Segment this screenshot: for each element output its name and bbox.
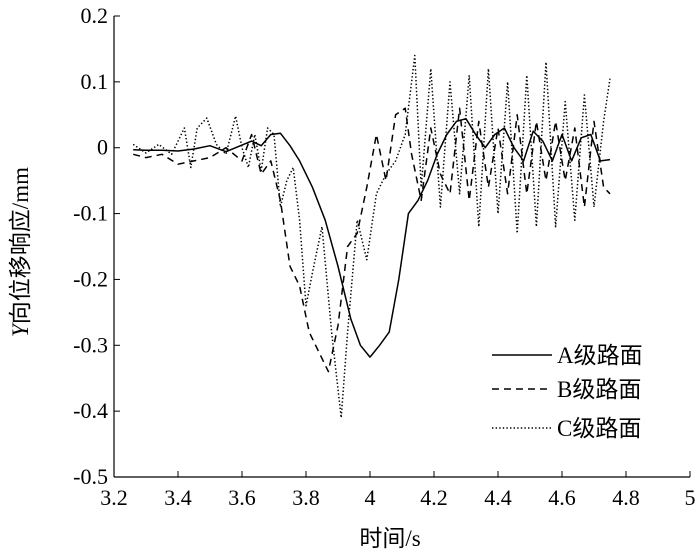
- y-tick-label: -0.4: [73, 398, 108, 423]
- x-tick-label: 4.4: [484, 485, 512, 510]
- x-tick-label: 5: [685, 485, 696, 510]
- y-tick-label: 0: [97, 135, 108, 160]
- series-line-2: [133, 107, 611, 373]
- y-axis-label-italic: Y: [8, 322, 33, 337]
- legend-label-3: C级路面: [557, 416, 641, 441]
- y-tick-label: -0.3: [73, 332, 108, 357]
- plot-frame: [113, 16, 690, 478]
- series-line-3: [132, 54, 611, 419]
- y-tick-label: -0.2: [73, 266, 108, 291]
- x-tick-label: 4.2: [420, 485, 448, 510]
- legend-label-1: A级路面: [557, 343, 643, 368]
- y-axis-ticks: -0.5 -0.4 -0.3 -0.2 -0.1 0 0.1 0.2: [73, 3, 120, 489]
- y-axis-label: Y向位移响应/mm: [8, 167, 33, 337]
- x-tick-label: 4: [365, 485, 376, 510]
- x-tick-label: 4.6: [548, 485, 576, 510]
- y-tick-label: 0.1: [81, 69, 109, 94]
- y-tick-label: -0.1: [73, 201, 108, 226]
- x-tick-label: 3.4: [164, 485, 192, 510]
- x-axis-ticks: 3.2 3.4 3.6 3.8 4 4.2 4.4 4.6 4.8 5: [100, 471, 696, 510]
- x-tick-label: 3.6: [228, 485, 256, 510]
- y-axis-label-text: 向位移响应/mm: [8, 167, 33, 324]
- x-tick-label: 3.2: [100, 485, 128, 510]
- x-axis-label: 时间/s: [359, 526, 420, 551]
- x-tick-label: 3.8: [292, 485, 320, 510]
- y-tick-label: 0.2: [81, 3, 109, 28]
- legend-label-2: B级路面: [557, 377, 641, 402]
- legend: A级路面 B级路面 C级路面: [492, 343, 643, 441]
- series-line-1: [133, 117, 611, 358]
- y-tick-label: -0.5: [73, 464, 108, 489]
- series-layer: [132, 54, 611, 419]
- x-tick-label: 4.8: [612, 485, 640, 510]
